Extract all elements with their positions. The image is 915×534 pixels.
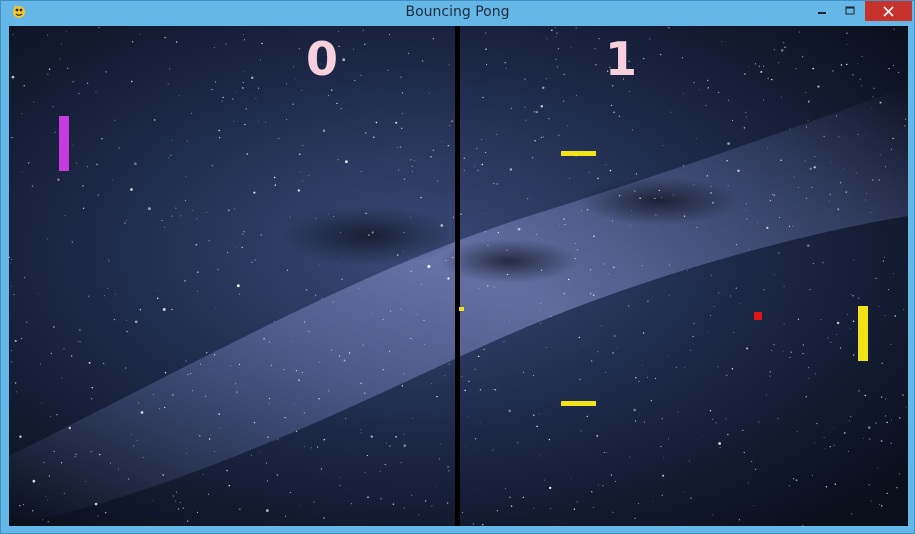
title-bar[interactable]: Bouncing Pong <box>1 1 914 24</box>
close-button[interactable] <box>865 1 912 21</box>
game-canvas[interactable]: 0 1 <box>9 26 908 526</box>
center-net <box>455 26 460 526</box>
left-paddle[interactable] <box>59 116 69 171</box>
bottom-bumper <box>561 401 596 406</box>
top-bumper <box>561 151 596 156</box>
maximize-icon <box>845 6 855 15</box>
net-marker <box>459 307 464 311</box>
right-paddle[interactable] <box>858 306 868 361</box>
pygame-snake-icon <box>13 5 25 18</box>
right-player-score: 1 <box>604 32 637 86</box>
ball <box>754 312 762 320</box>
minimize-icon <box>818 12 826 14</box>
window-title: Bouncing Pong <box>405 4 510 20</box>
minimize-button[interactable] <box>809 1 835 21</box>
close-icon <box>883 5 894 17</box>
maximize-button[interactable] <box>837 1 863 21</box>
left-player-score: 0 <box>305 32 338 86</box>
